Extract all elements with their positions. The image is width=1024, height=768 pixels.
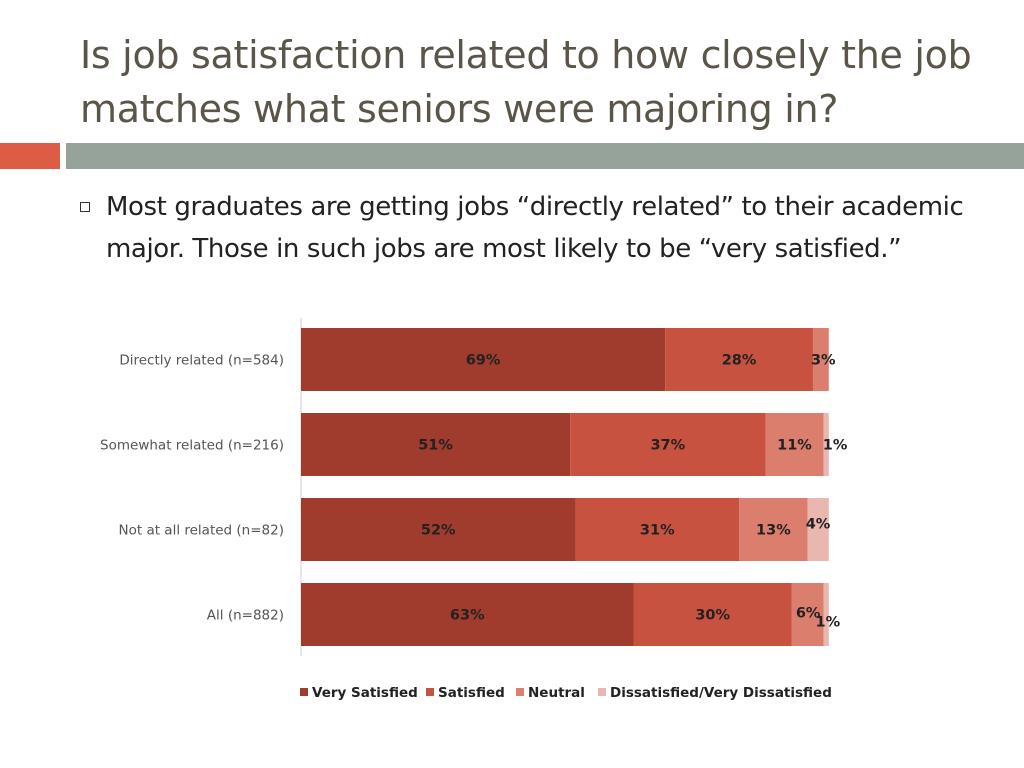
data-label: 37% <box>650 438 685 454</box>
data-label: 4% <box>806 517 831 533</box>
category-label: Not at all related (n=82) <box>119 523 285 539</box>
data-label: 51% <box>418 438 453 454</box>
category-label: All (n=882) <box>207 608 284 624</box>
legend-label: Satisfied <box>438 685 505 701</box>
bar-segment <box>633 583 792 646</box>
legend-swatch <box>426 688 434 696</box>
bar-segment <box>570 413 766 476</box>
bar-segment <box>812 328 829 391</box>
legend-label: Very Satisfied <box>312 685 418 701</box>
bar-segment <box>301 583 634 646</box>
data-label: 63% <box>450 608 485 624</box>
data-label: 31% <box>640 523 675 539</box>
bar-segment <box>823 413 829 476</box>
data-label: 3% <box>811 353 836 369</box>
legend-label: Dissatisfied/Very Dissatisfied <box>610 685 832 701</box>
category-label: Somewhat related (n=216) <box>100 438 284 454</box>
legend-swatch <box>516 688 524 696</box>
bar-segment <box>807 498 829 561</box>
data-label: 52% <box>421 523 456 539</box>
category-label: Directly related (n=584) <box>119 353 284 369</box>
bullet-text: Most graduates are getting jobs “directl… <box>106 192 964 264</box>
bar-segment <box>739 498 808 561</box>
data-label: 1% <box>823 438 848 454</box>
data-label: 28% <box>722 353 757 369</box>
legend-swatch <box>598 688 606 696</box>
bullet-square-icon <box>80 202 90 212</box>
data-label: 1% <box>816 615 841 631</box>
bar-segment <box>301 498 576 561</box>
bar-segment <box>823 583 829 646</box>
data-label: 13% <box>756 523 791 539</box>
data-label: 30% <box>695 608 730 624</box>
bar-segment <box>301 413 571 476</box>
bar-segment <box>575 498 740 561</box>
bar-segment <box>665 328 813 391</box>
title-accent-bar <box>0 143 60 169</box>
slide-title: Is job satisfaction related to how close… <box>80 33 972 131</box>
data-label: 6% <box>796 606 821 622</box>
bar-segment <box>301 328 666 391</box>
data-label: 69% <box>466 353 501 369</box>
title-divider-band <box>66 143 1024 169</box>
bar-segment <box>765 413 824 476</box>
legend-label: Neutral <box>528 685 585 701</box>
bar-segment <box>791 583 824 646</box>
legend-swatch <box>300 688 308 696</box>
data-label: 11% <box>777 438 812 454</box>
